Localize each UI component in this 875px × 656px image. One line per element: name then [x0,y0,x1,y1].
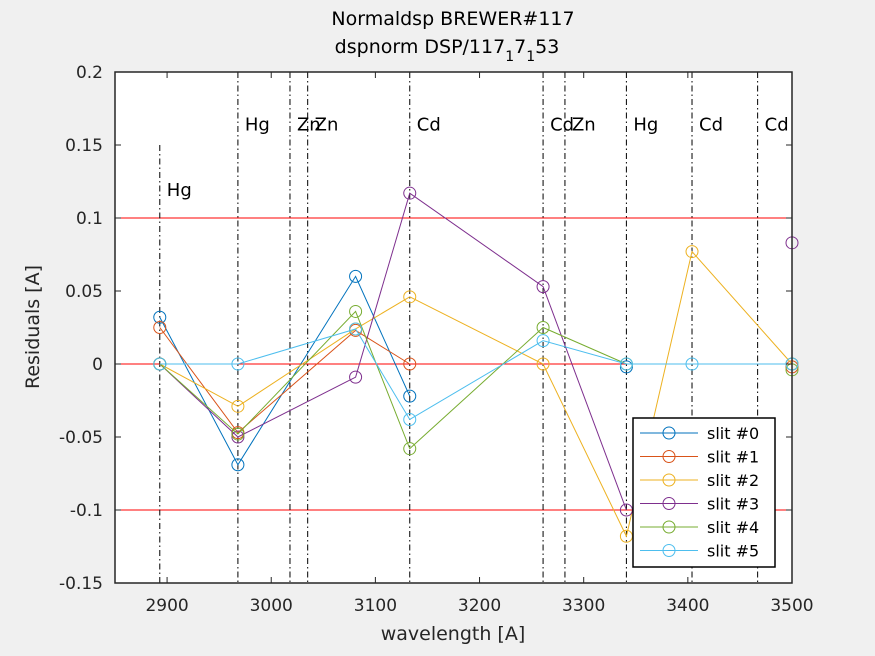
series-line [159,275,411,466]
data-point [619,360,633,374]
data-point [403,412,417,426]
data-point [349,304,363,318]
y-tick-label: -0.05 [59,428,103,448]
data-point [403,290,417,304]
emission-line-label: Hg [633,114,658,135]
series-line [159,310,627,450]
data-point [153,321,167,334]
data-point [536,357,550,371]
legend-label: slit #5 [707,542,759,561]
data-point [231,357,245,371]
axes-box [114,71,793,584]
legend-label: slit #1 [707,448,759,467]
data-point [619,357,633,371]
legend-swatch-marker [662,426,676,440]
data-point [685,245,699,259]
y-tick-label: -0.1 [70,501,103,521]
emission-line-label: Cd [550,114,574,135]
y-tick-label: 0.1 [76,209,103,229]
data-point [153,357,167,371]
series-line [159,250,793,538]
x-tick-label: 3300 [562,596,605,616]
emission-line-label: Zn [297,114,321,135]
series-line [159,327,411,434]
y-axis-label: Residuals [A] [22,265,44,389]
data-point [685,357,699,371]
legend-swatch-marker [662,450,676,463]
y-tick-label: 0.05 [65,282,103,302]
legend-swatch-marker [662,520,676,534]
emission-line-label: Cd [417,114,441,135]
data-point [536,334,550,348]
data-point [403,389,417,403]
data-point [231,427,245,441]
emission-line-label: Zn [315,114,339,135]
chart-title: Normaldsp BREWER#117 [331,8,574,30]
legend-swatch-marker [662,497,676,510]
data-point [349,370,363,384]
x-tick-label: 3500 [770,596,813,616]
legend-label: slit #0 [707,424,759,443]
data-point [349,269,363,283]
x-tick-label: 3000 [250,596,293,616]
axis-ticks: 2900 3000 3100 3200 3300 3400 3500 -0.15 -0.1 -0.… [59,63,814,616]
series-line [159,328,792,421]
x-tick-label: 3100 [354,596,397,616]
emission-line-label: Cd [765,114,789,135]
data-series [153,186,799,543]
y-tick-label: 0.2 [76,63,103,83]
y-tick-label: -0.15 [59,574,103,594]
x-tick-label: 3400 [666,596,709,616]
series-line [159,192,627,511]
legend-swatch-marker [662,544,676,557]
emission-line-label: Cd [699,114,723,135]
legend: slit #0 slit #1 slit #2 slit #3 slit #4 slit … [632,417,776,568]
data-point [231,458,245,472]
data-point [403,186,417,200]
data-point [536,321,550,334]
emission-line-label: Zn [572,114,596,135]
data-point [231,430,245,444]
legend-box [632,417,776,568]
x-axis-label: wavelength [A] [381,623,526,645]
data-point [403,357,417,371]
data-point [231,399,245,413]
chart-subtitle: dspnorm DSP/11717153 [335,36,560,65]
legend-swatch-marker [662,473,676,487]
data-point [403,442,417,456]
legend-label: slit #2 [707,471,759,490]
emission-line-label: Hg [167,180,192,201]
x-tick-label: 3200 [458,596,501,616]
legend-label: slit #3 [707,495,759,514]
data-point [153,310,167,324]
data-point [536,280,550,294]
x-tick-label: 2900 [145,596,188,616]
y-tick-label: 0 [92,355,103,375]
legend-label: slit #4 [707,518,759,537]
emission-line-label: Hg [245,114,270,135]
y-tick-label: 0.15 [65,136,103,156]
data-point [349,322,363,336]
